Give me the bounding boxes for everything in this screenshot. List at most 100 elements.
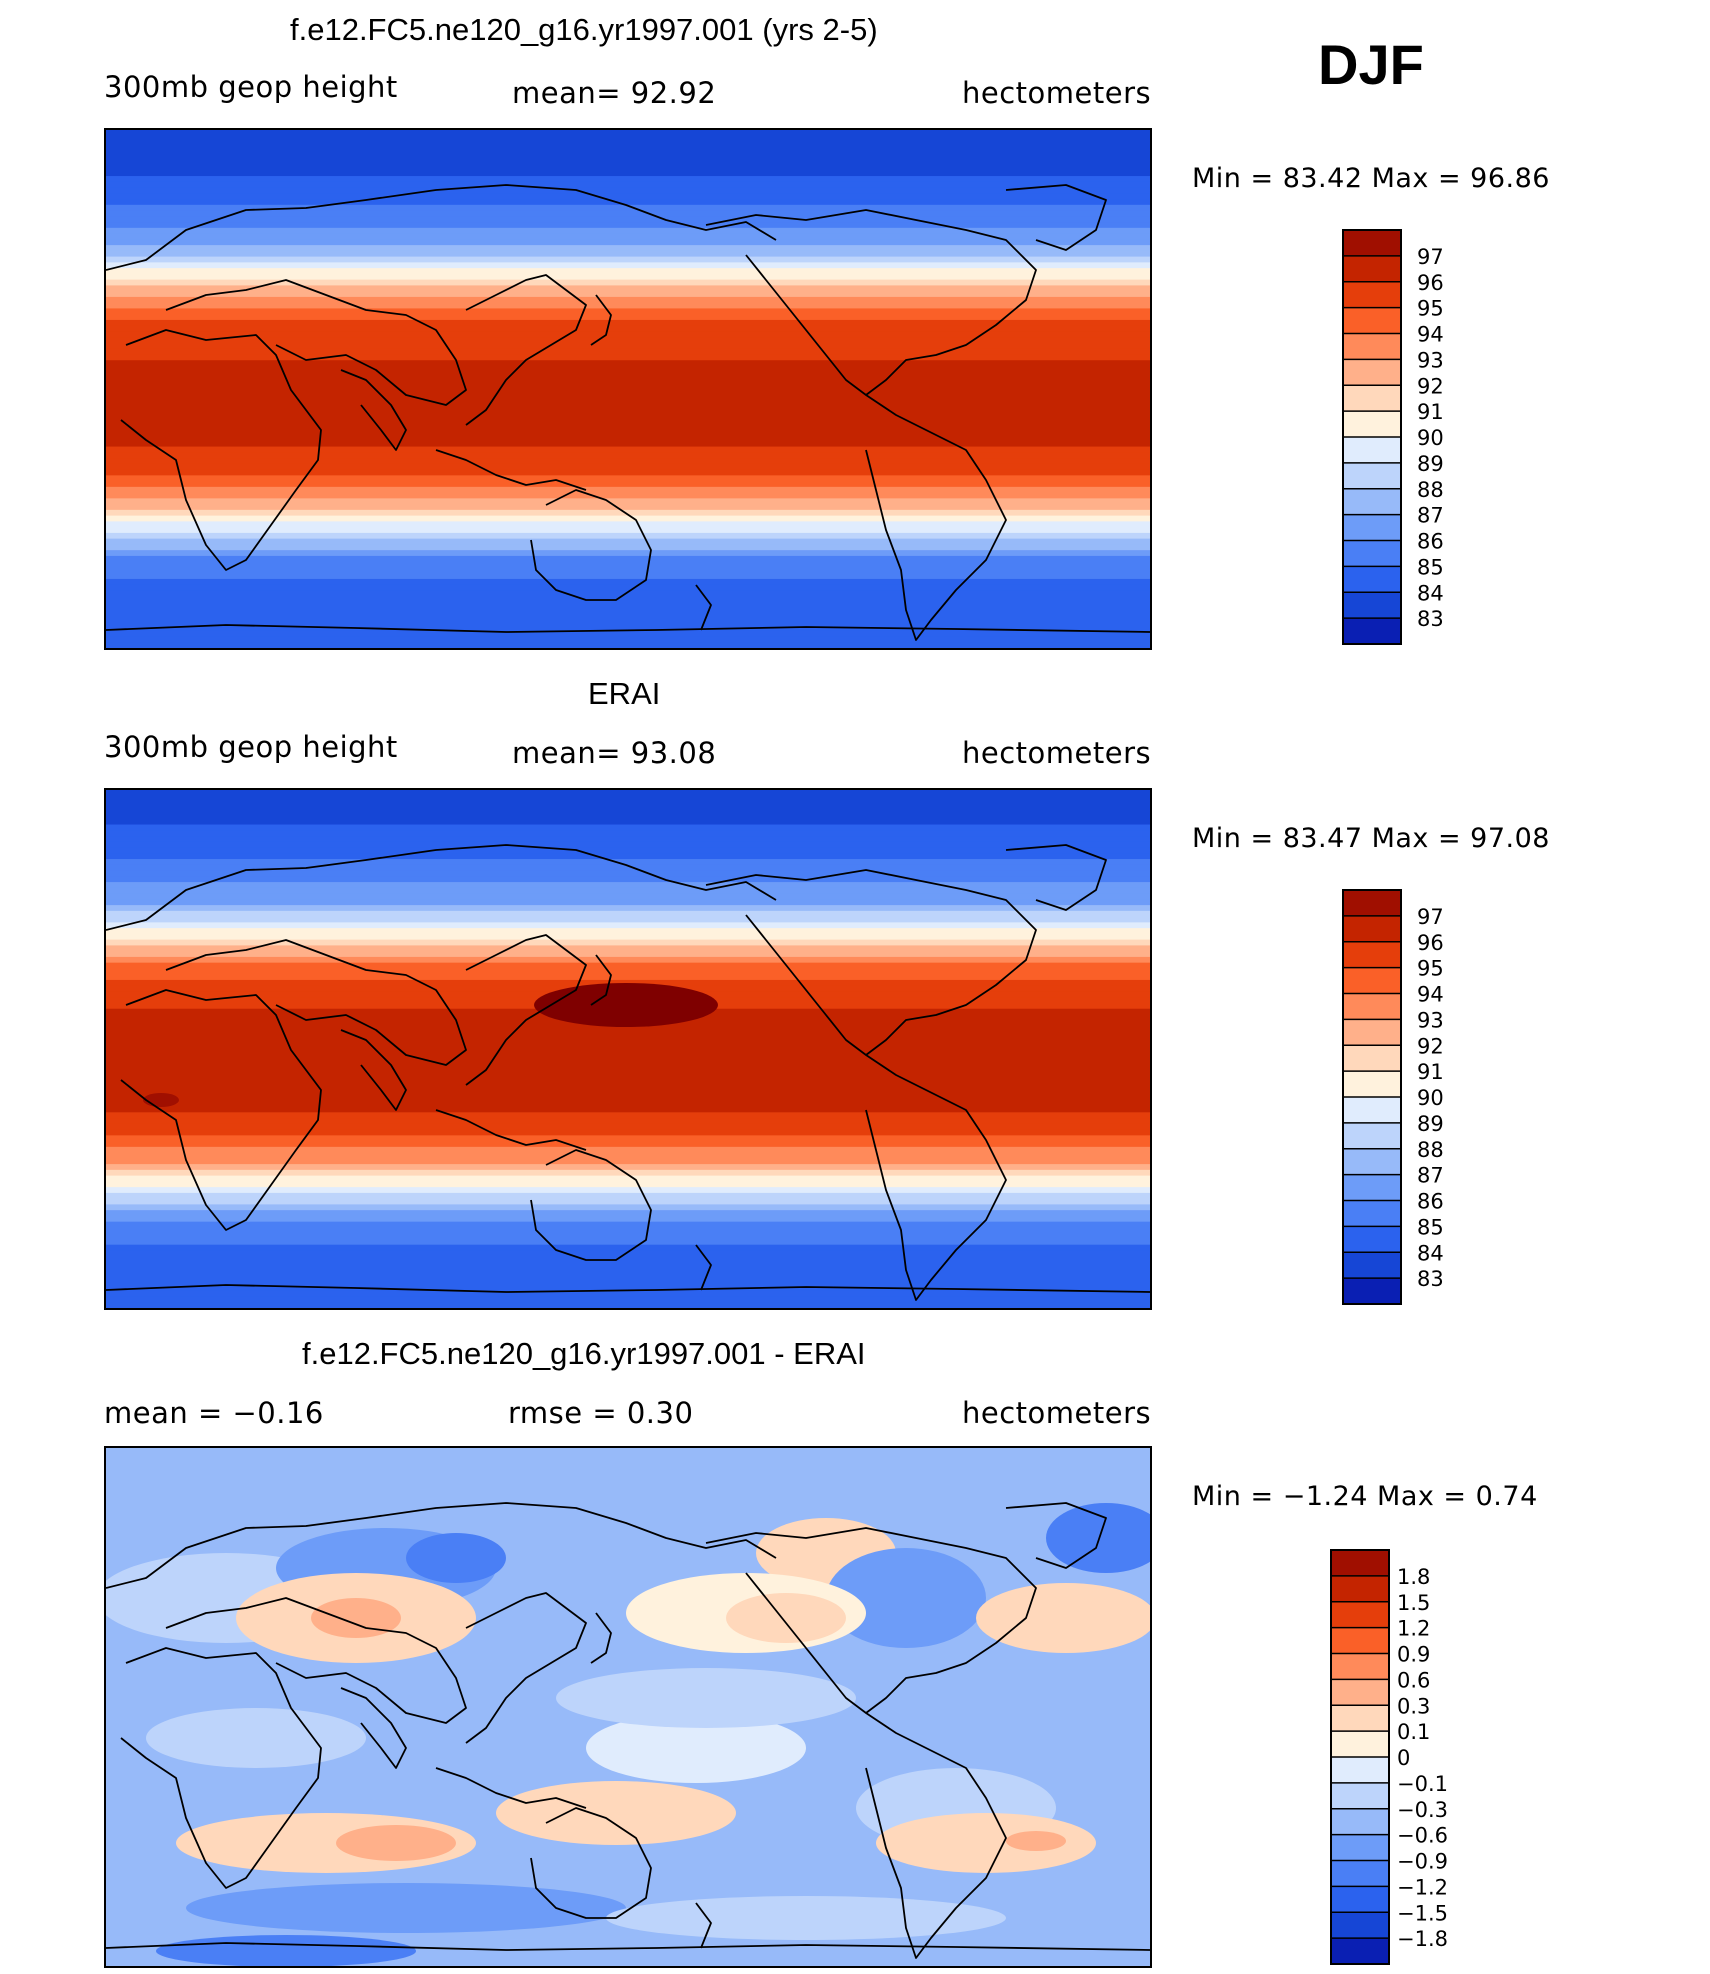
panel-1-field-band — [106, 210, 1150, 217]
panel-1-minmax: Min = 83.42 Max = 96.86 — [1192, 163, 1550, 194]
panel-1-field-band — [106, 486, 1150, 494]
panel-1-field-band — [106, 435, 1150, 442]
panel-3-colorbar-band — [1331, 1834, 1389, 1861]
panel-2-coastline — [340, 1029, 407, 1111]
panel-3-field-anomaly — [156, 1935, 416, 1966]
panel-1-colorbar: 97 96 95 94 93 92 91 90 89 88 87 86 85 84 83 — [1342, 229, 1483, 645]
panel-1-field-band — [106, 181, 1150, 189]
panel-2-field-band — [106, 795, 1150, 803]
panel-1-field-band — [106, 544, 1150, 551]
panel-1-field-band — [106, 354, 1150, 361]
panel-1-colorbar-label: 85 — [1417, 555, 1444, 579]
panel-1-field-band — [106, 377, 1150, 384]
panel-2-colorbar-label: 93 — [1417, 1008, 1444, 1032]
panel-2-field-band — [106, 905, 1150, 912]
panel-1-field-band — [106, 636, 1150, 643]
panel-1-field-band — [106, 555, 1150, 563]
panel-2-field-band — [106, 1083, 1150, 1090]
panel-2-coastline — [165, 939, 467, 1066]
panel-2-colorbar-label: 96 — [1417, 931, 1444, 955]
panel-1-field-band — [106, 130, 1150, 137]
panel-1-colorbar-label: 87 — [1417, 504, 1444, 528]
panel-2-field-band — [106, 847, 1150, 854]
panel-2-field-band — [106, 818, 1150, 826]
panel-3-colorbar-label: −0.6 — [1397, 1824, 1448, 1848]
panel-3-colorbar-frame — [1330, 1549, 1390, 1965]
panel-2-mean-label: mean= 93.08 — [512, 736, 717, 770]
panel-2-field-band — [106, 1210, 1150, 1217]
panel-1-field-band — [106, 412, 1150, 419]
panel-1-colorbar-band — [1343, 618, 1401, 645]
panel-2-field-band — [106, 910, 1150, 918]
panel-3-colorbar-label: 1.8 — [1397, 1565, 1430, 1589]
panel-3-coastline — [465, 1592, 587, 1744]
panel-2-colorbar: 97 96 95 94 93 92 91 90 89 88 87 86 85 84 83 — [1342, 889, 1483, 1305]
panel-2-colorbar-band — [1343, 1200, 1401, 1227]
panel-3-colorbar-band — [1331, 1912, 1389, 1939]
panel-1-field-band — [106, 584, 1150, 592]
panel-2-coastline — [465, 934, 587, 1086]
panel-1-coastline — [705, 209, 1037, 396]
panel-2-coastline — [590, 954, 612, 1006]
panel-2-field-band — [106, 1238, 1150, 1246]
panel-1-field-band — [106, 319, 1150, 327]
panel-1-field-band — [106, 348, 1150, 356]
panel-2-field-anomaly — [534, 983, 718, 1027]
panel-2-field-band — [106, 1233, 1150, 1240]
panel-2-field-band — [106, 1135, 1150, 1142]
panel-2-colorbar-label: 97 — [1417, 905, 1444, 929]
panel-2-field-band — [106, 887, 1150, 895]
panel-3-map — [104, 1446, 1152, 1968]
panel-2-field-band — [106, 968, 1150, 975]
panel-2-field-band — [106, 1244, 1150, 1252]
panel-3-title: f.e12.FC5.ne120_g16.yr1997.001 - ERAI — [302, 1336, 866, 1371]
panel-2-colorbar-band — [1343, 1122, 1401, 1150]
panel-3-colorbar-band — [1331, 1575, 1389, 1603]
panel-1-field-band — [106, 279, 1150, 286]
panel-2-coastline — [120, 989, 322, 1231]
panel-2-colorbar-frame — [1342, 889, 1402, 1305]
panel-2-field-band — [106, 1049, 1150, 1056]
panel-1-field-band — [106, 256, 1150, 263]
panel-2-colorbar-label: 94 — [1417, 983, 1444, 1007]
panel-1-field-band — [106, 538, 1150, 545]
panel-1-field-band — [106, 285, 1150, 292]
panel-3-colorbar-label: 0.6 — [1397, 1668, 1430, 1692]
panel-1-field-band — [106, 233, 1150, 240]
panel-3-colorbar: 1.8 1.5 1.2 0.9 0.6 0.3 0.1 0 −0.1 −0.3 −0.6 −0.9 −1… — [1330, 1549, 1501, 1965]
panel-2-field-band — [106, 864, 1150, 872]
panel-3-coastline — [865, 1712, 1007, 1959]
panel-2-colorbar-band — [1343, 1148, 1401, 1176]
panel-3-colorbar-svg: 1.81.51.20.90.60.30.10−0.1−0.3−0.6−0.9−1… — [1330, 1549, 1448, 1965]
panel-1-field-band — [106, 492, 1150, 499]
panel-2-field-band — [106, 1066, 1150, 1073]
panel-1-field-band — [106, 176, 1150, 183]
panel-3-colorbar-band — [1331, 1601, 1389, 1629]
panel-2-field-band — [106, 876, 1150, 883]
panel-1-field-band — [106, 394, 1150, 402]
panel-2-colorbar-label: 89 — [1417, 1112, 1444, 1136]
panel-2-field-band — [106, 1072, 1150, 1079]
panel-1-colorbar-label: 84 — [1417, 581, 1444, 605]
panel-1-colorbar-label: 86 — [1417, 530, 1444, 554]
panel-2-colorbar-label: 95 — [1417, 957, 1444, 981]
panel-2-field-band — [106, 1089, 1150, 1096]
panel-1-field-band — [106, 475, 1150, 482]
panel-1-mean-label: mean= 92.92 — [512, 76, 717, 110]
panel-3-coastline — [695, 1902, 712, 1949]
panel-3-colorbar-label: −0.9 — [1397, 1850, 1448, 1874]
panel-1-field-band — [106, 452, 1150, 459]
panel-1-field — [106, 130, 1150, 648]
panel-1-field-band — [106, 268, 1150, 275]
panel-2-coastline — [530, 1149, 652, 1261]
panel-2-colorbar-band — [1343, 1019, 1401, 1046]
panel-3-colorbar-band — [1331, 1782, 1389, 1810]
panel-3-colorbar-label: −1.5 — [1397, 1901, 1448, 1925]
panel-1-field-band — [106, 164, 1150, 171]
panel-1-field-band — [106, 193, 1150, 200]
panel-3-field-anomaly — [1006, 1831, 1066, 1851]
panel-1-field-band — [106, 521, 1150, 528]
panel-2-minmax: Min = 83.47 Max = 97.08 — [1192, 823, 1550, 854]
